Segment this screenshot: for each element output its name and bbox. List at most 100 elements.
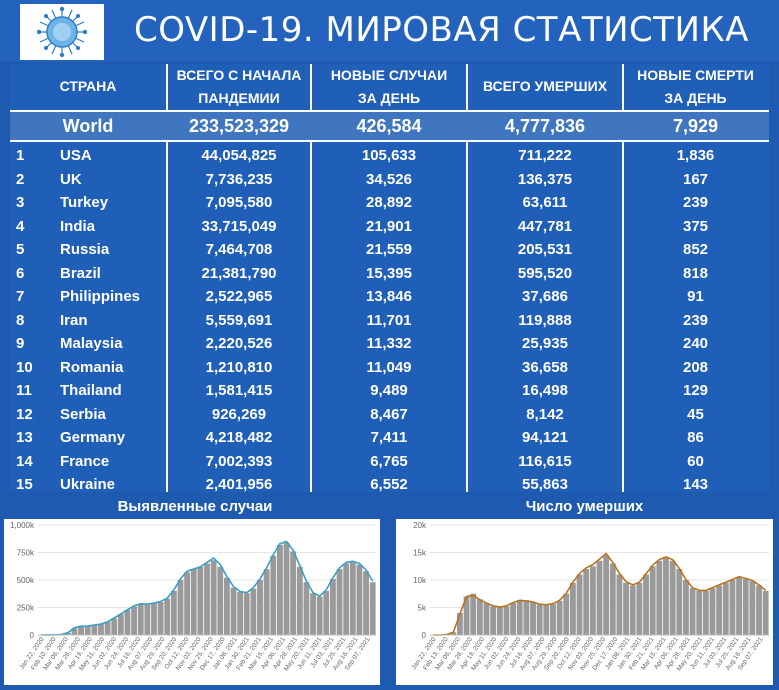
y-tick-label: 1,000k	[10, 521, 35, 530]
bar	[217, 567, 223, 635]
new-deaths: 818	[624, 262, 767, 285]
bar	[330, 579, 336, 635]
bar	[617, 575, 623, 636]
rank: 5	[16, 238, 46, 261]
new-deaths: 852	[624, 238, 767, 261]
world-new: 426,584	[312, 112, 466, 140]
bar	[510, 603, 516, 635]
total-cases: 44,054,825	[168, 144, 310, 167]
bar	[730, 580, 736, 635]
bar	[577, 575, 583, 636]
bar	[231, 588, 237, 635]
y-tick-label: 20k	[413, 521, 427, 530]
bar	[636, 583, 642, 635]
bar	[670, 561, 676, 635]
total-cases: 1,210,810	[168, 356, 310, 379]
bar	[563, 594, 569, 635]
country: France	[60, 450, 170, 473]
bar	[164, 599, 170, 635]
total-cases: 7,095,580	[168, 191, 310, 214]
header-country: СТРАНА	[10, 75, 166, 98]
bar	[703, 591, 709, 635]
bar	[610, 564, 616, 636]
bar	[470, 594, 476, 635]
bar	[370, 582, 376, 635]
country: USA	[60, 144, 170, 167]
bar	[98, 624, 104, 635]
bar	[756, 586, 762, 636]
total-cases: 7,464,708	[168, 238, 310, 261]
new-cases: 15,395	[312, 262, 466, 285]
bar	[257, 580, 263, 635]
new-cases: 34,526	[312, 168, 466, 191]
rank: 4	[16, 215, 46, 238]
country: Germany	[60, 426, 170, 449]
y-tick-label: 250k	[17, 604, 35, 613]
total-deaths: 37,686	[468, 285, 622, 308]
bar	[663, 558, 669, 635]
bar	[749, 581, 755, 635]
rank: 1	[16, 144, 46, 167]
bar	[597, 561, 603, 635]
total-cases: 7,736,235	[168, 168, 310, 191]
total-cases: 2,522,965	[168, 285, 310, 308]
bar	[517, 601, 523, 635]
total-deaths: 8,142	[468, 403, 622, 426]
header: COVID-19. МИРОВАЯ СТАТИСТИКА	[0, 0, 779, 62]
bar	[763, 591, 769, 635]
bar	[736, 577, 742, 635]
total-deaths: 94,121	[468, 426, 622, 449]
rank: 15	[16, 473, 46, 496]
total-cases: 1,581,415	[168, 379, 310, 402]
new-cases: 21,901	[312, 215, 466, 238]
bar	[237, 592, 243, 635]
world-name: World	[10, 112, 166, 140]
bar	[530, 602, 536, 635]
total-deaths: 36,658	[468, 356, 622, 379]
bar	[178, 580, 184, 635]
bar	[676, 569, 682, 635]
bar	[523, 600, 529, 635]
world-total: 233,523,329	[168, 112, 310, 140]
bar	[337, 569, 343, 635]
bar	[683, 580, 689, 635]
new-deaths: 1,836	[624, 144, 767, 167]
bar	[184, 572, 190, 635]
bar	[290, 551, 296, 635]
world-row: World 233,523,329 426,584 4,777,836 7,92…	[10, 112, 769, 142]
new-deaths: 129	[624, 379, 767, 402]
cases-chart-title: Выявленные случаи	[0, 498, 390, 515]
new-deaths: 239	[624, 191, 767, 214]
bar	[484, 603, 490, 635]
y-tick-label: 10k	[413, 576, 427, 585]
bar	[317, 597, 323, 636]
bar	[504, 606, 510, 635]
new-cases: 6,765	[312, 450, 466, 473]
rank: 3	[16, 191, 46, 214]
total-deaths: 595,520	[468, 262, 622, 285]
new-cases: 9,489	[312, 379, 466, 402]
bar	[264, 569, 270, 635]
total-deaths: 447,781	[468, 215, 622, 238]
world-deaths: 4,777,836	[468, 112, 622, 140]
rank: 10	[16, 356, 46, 379]
world-new-deaths: 7,929	[624, 112, 767, 140]
bar	[490, 606, 496, 635]
bar	[270, 556, 276, 635]
rank: 9	[16, 332, 46, 355]
country: India	[60, 215, 170, 238]
country: Philippines	[60, 285, 170, 308]
bar	[158, 602, 164, 635]
country: Iran	[60, 309, 170, 332]
bar	[151, 603, 157, 635]
